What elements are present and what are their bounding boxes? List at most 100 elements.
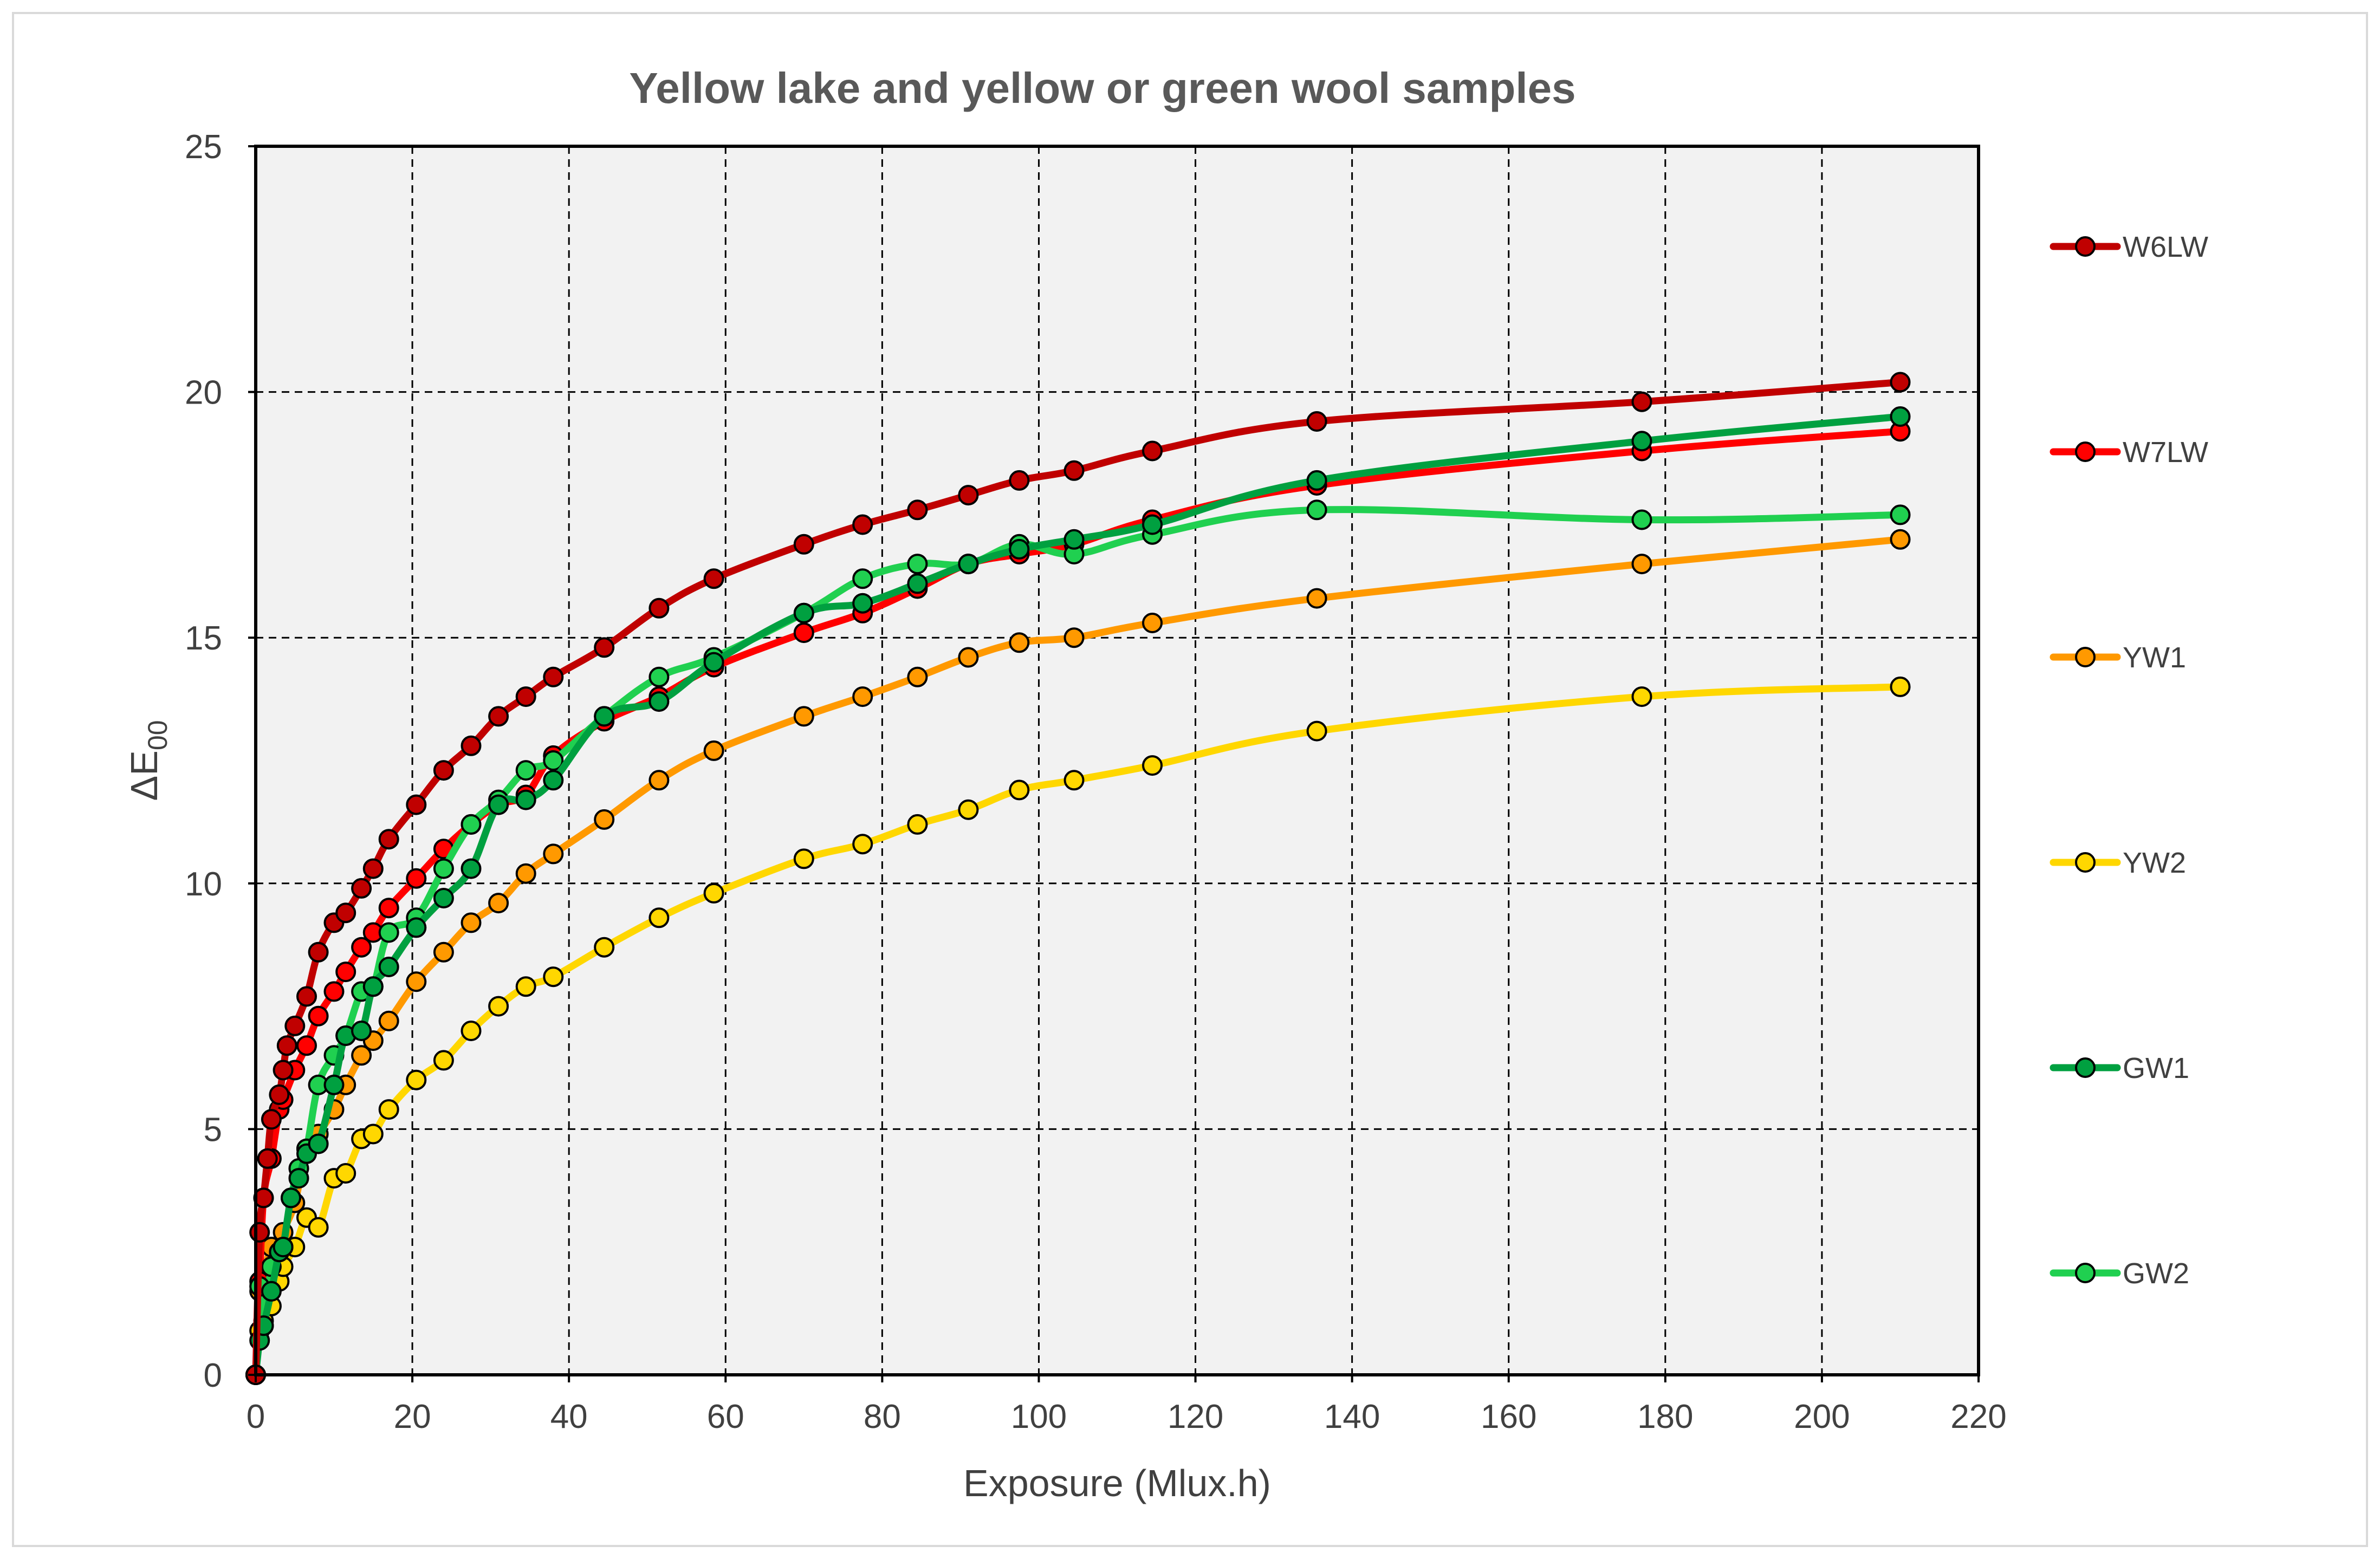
data-point-yw1 (907, 666, 928, 687)
data-point-yw2 (852, 834, 873, 855)
x-tick-label: 140 (1324, 1398, 1380, 1435)
data-point-yw1 (378, 1010, 399, 1031)
data-point-yw2 (515, 976, 536, 997)
data-point-gw2 (461, 814, 482, 835)
data-point-yw2 (378, 1099, 399, 1120)
x-tick-label: 80 (864, 1398, 901, 1435)
data-point-gw1 (907, 573, 928, 594)
data-point-w6lw (703, 568, 724, 589)
plot-border (254, 145, 1980, 1376)
data-point-yw2 (958, 799, 979, 820)
data-point-w7lw (351, 937, 372, 958)
data-point-w7lw (296, 1035, 317, 1056)
data-point-w6lw (1890, 372, 1911, 393)
data-point-yw2 (362, 1123, 384, 1145)
data-point-yw2 (1631, 686, 1652, 707)
data-point-yw2 (433, 1050, 454, 1071)
legend-item-yw2: YW2 (2050, 847, 2186, 879)
data-point-gw1 (261, 1281, 282, 1302)
data-point-gw1 (1631, 431, 1652, 452)
data-point-w6lw (308, 941, 329, 963)
legend-item-yw1: YW1 (2050, 641, 2186, 674)
data-point-w6lw (907, 499, 928, 521)
data-point-yw1 (958, 647, 979, 668)
x-tick-label: 160 (1481, 1398, 1536, 1435)
data-point-w6lw (378, 829, 399, 850)
data-point-yw1 (406, 971, 427, 992)
data-point-gw1 (433, 888, 454, 908)
data-point-yw2 (406, 1069, 427, 1090)
data-point-w6lw (335, 902, 356, 924)
data-point-yw1 (594, 809, 615, 830)
y-tick-label: 15 (185, 620, 222, 657)
data-point-yw1 (461, 912, 482, 933)
x-axis-title: Exposure (Mlux.h) (963, 1462, 1271, 1504)
legend-marker-gw2 (2075, 1263, 2096, 1283)
legend-label-gw1: GW1 (2123, 1052, 2189, 1084)
legend-item-gw1: GW1 (2050, 1052, 2189, 1084)
legend-label-w7lw: W7LW (2123, 436, 2208, 469)
x-tick-label: 20 (394, 1398, 431, 1435)
x-axis-ticks: 0 20 40 60 80 100 120 140 160 180 200 220 (247, 1375, 2007, 1435)
data-point-gw2 (543, 750, 564, 771)
legend-marker-yw2 (2075, 852, 2096, 873)
data-point-w6lw (648, 597, 670, 619)
data-point-w6lw (257, 1148, 278, 1169)
data-point-gw2 (515, 760, 536, 781)
data-point-yw1 (852, 686, 873, 707)
x-tick-label: 60 (707, 1398, 744, 1435)
data-point-w6lw (284, 1015, 306, 1036)
data-point-yw2 (907, 814, 928, 835)
y-axis-ticks: 0 5 10 15 20 25 (185, 128, 256, 1394)
data-point-yw2 (488, 996, 509, 1017)
data-point-yw2 (335, 1163, 356, 1184)
data-point-yw1 (1063, 627, 1085, 648)
legend-label-yw1: YW1 (2123, 641, 2186, 674)
data-point-w7lw (335, 962, 356, 983)
legend-label-w6lw: W6LW (2123, 231, 2208, 263)
data-point-yw2 (1306, 720, 1327, 742)
data-point-gw1 (703, 652, 724, 673)
data-point-gw2 (852, 568, 873, 589)
data-point-gw1 (281, 1187, 301, 1209)
data-point-gw2 (378, 922, 399, 943)
data-point-yw2 (1009, 780, 1030, 801)
data-point-w6lw (296, 986, 317, 1007)
data-point-yw2 (1890, 676, 1911, 697)
plot-area (256, 146, 1979, 1375)
data-point-yw2 (308, 1217, 329, 1238)
data-point-gw1 (323, 1074, 345, 1095)
data-point-gw2 (1631, 509, 1652, 530)
y-tick-label: 0 (204, 1357, 222, 1394)
data-point-yw1 (543, 843, 564, 865)
data-point-w6lw (1009, 470, 1030, 491)
series-w6lw (245, 372, 1911, 1385)
data-point-w7lw (323, 981, 345, 1002)
data-point-yw1 (1142, 613, 1163, 633)
data-point-w7lw (308, 1005, 329, 1027)
legend: W6LW W7LW YW1 YW2 GW1 GW2 (2050, 231, 2208, 1290)
data-point-gw1 (1063, 529, 1085, 550)
data-point-gw1 (1009, 538, 1030, 560)
data-point-yw2 (594, 937, 615, 958)
x-tick-label: 40 (550, 1398, 588, 1435)
data-point-gw1 (852, 593, 873, 614)
data-point-w6lw (852, 514, 873, 535)
legend-marker-yw1 (2075, 647, 2096, 667)
data-point-w6lw (793, 534, 814, 555)
data-point-gw2 (433, 858, 454, 879)
data-point-gw1 (1142, 514, 1163, 535)
data-point-w6lw (406, 794, 427, 815)
legend-label-gw2: GW2 (2123, 1257, 2189, 1290)
legend-marker-gw1 (2075, 1057, 2096, 1078)
data-point-gw1 (273, 1237, 294, 1258)
data-point-w6lw (958, 485, 979, 506)
data-point-w7lw (793, 622, 814, 644)
x-tick-label: 0 (247, 1398, 265, 1435)
x-tick-label: 200 (1794, 1398, 1850, 1435)
data-point-w6lw (433, 760, 454, 781)
data-point-gw1 (1306, 470, 1327, 491)
data-point-w6lw (351, 878, 372, 899)
data-point-w6lw (1142, 440, 1163, 462)
data-point-w7lw (406, 868, 427, 889)
